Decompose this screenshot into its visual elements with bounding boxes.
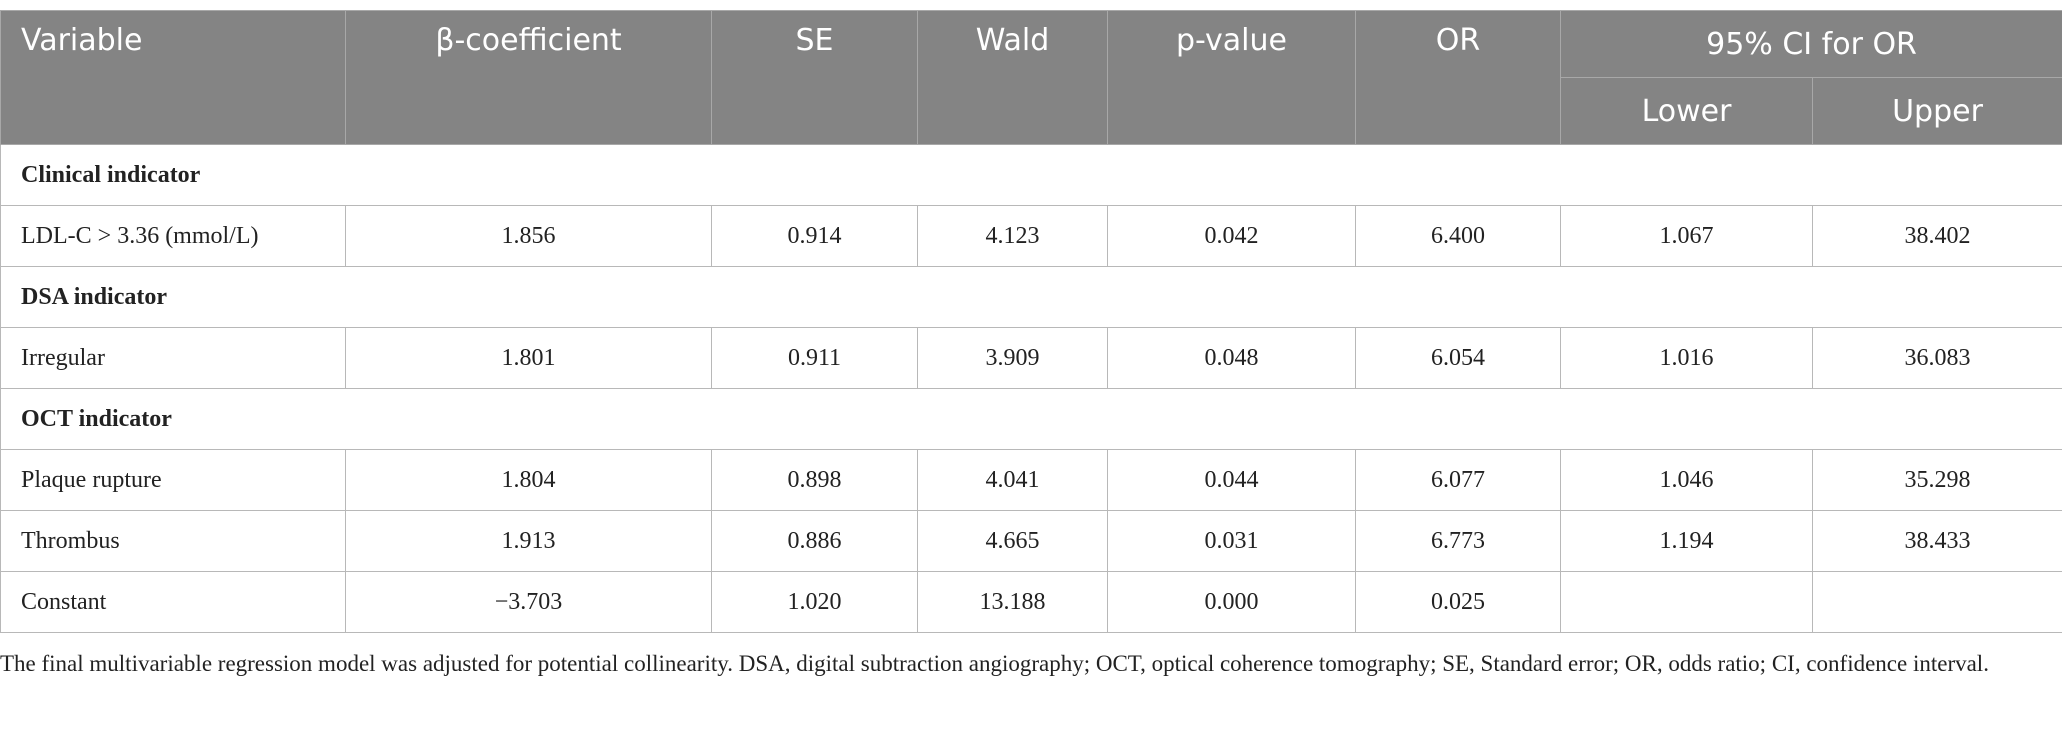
column-header: SE [711,10,918,145]
cell: 0.048 [1107,327,1356,389]
cell [1811,571,2062,633]
header-row: Lower Upper [1,77,2062,145]
section-row: DSA indicator [0,266,2062,328]
column-header: OR [1355,10,1561,145]
data-row: LDL-C > 3.36 (mmol/L) 1.856 0.914 4.123 0.04… [0,205,2062,267]
section-row: OCT indicator [0,388,2062,450]
cell: 36.083 [1811,327,2062,389]
table-body: Clinical indicator LDL-C > 3.36 (mmol/L) 1… [0,144,2062,633]
cell [1560,571,1813,633]
cell: −3.703 [345,571,712,633]
cell: 0.000 [1107,571,1356,633]
row-label: LDL-C > 3.36 (mmol/L) [0,205,346,267]
column-header: Wald [917,10,1108,145]
cell: 13.188 [917,571,1108,633]
data-row: Thrombus 1.913 0.886 4.665 0.031 6.773 1.194 38… [0,510,2062,572]
group-header: 95% CI for OR [1559,10,2062,78]
cell: 6.054 [1355,327,1561,389]
cell: 4.123 [917,205,1108,267]
data-row: Constant −3.703 1.020 13.188 0.000 0.025 [0,571,2062,633]
cell: 0.031 [1107,510,1356,572]
cell: 1.801 [345,327,712,389]
row-label: Thrombus [0,510,346,572]
cell: 0.911 [711,327,918,389]
cell: 6.077 [1355,449,1561,511]
cell: 6.400 [1355,205,1561,267]
cell: 0.898 [711,449,918,511]
cell: 1.020 [711,571,918,633]
cell: 38.433 [1811,510,2062,572]
cell: 4.665 [917,510,1108,572]
cell: 0.044 [1107,449,1356,511]
row-label: Plaque rupture [0,449,346,511]
regression-table: Variable β-coefficient SE Wald p-value OR 95% … [0,10,2062,633]
cell: 1.046 [1560,449,1813,511]
cell: 1.067 [1560,205,1813,267]
subcolumn-header: Upper [1811,77,2062,145]
column-header: β-coefficient [345,10,712,145]
cell: 1.194 [1560,510,1813,572]
column-header: Variable [0,10,346,145]
row-label: Irregular [0,327,346,389]
cell: 1.913 [345,510,712,572]
cell: 0.886 [711,510,918,572]
cell: 35.298 [1811,449,2062,511]
cell: 1.804 [345,449,712,511]
cell: 6.773 [1355,510,1561,572]
cell: 0.914 [711,205,918,267]
column-header: p-value [1107,10,1356,145]
header-row: Variable β-coefficient SE Wald p-value OR 95% … [0,10,2062,145]
data-row: Irregular 1.801 0.911 3.909 0.048 6.054 1.016 3… [0,327,2062,389]
cell: 0.042 [1107,205,1356,267]
cell: 3.909 [917,327,1108,389]
section-label: Clinical indicator [0,144,2062,206]
cell: 1.856 [345,205,712,267]
section-row: Clinical indicator [0,144,2062,206]
row-label: Constant [0,571,346,633]
subcolumn-header: Lower [1560,77,1813,145]
cell: 1.016 [1560,327,1813,389]
data-row: Plaque rupture 1.804 0.898 4.041 0.044 6.077 1… [0,449,2062,511]
cell: 38.402 [1811,205,2062,267]
section-label: OCT indicator [0,388,2062,450]
section-label: DSA indicator [0,266,2062,328]
cell: 4.041 [917,449,1108,511]
table-header: Variable β-coefficient SE Wald p-value OR 95% … [0,10,2062,145]
cell: 0.025 [1355,571,1561,633]
footnote: The final multivariable regression model… [0,651,1989,676]
